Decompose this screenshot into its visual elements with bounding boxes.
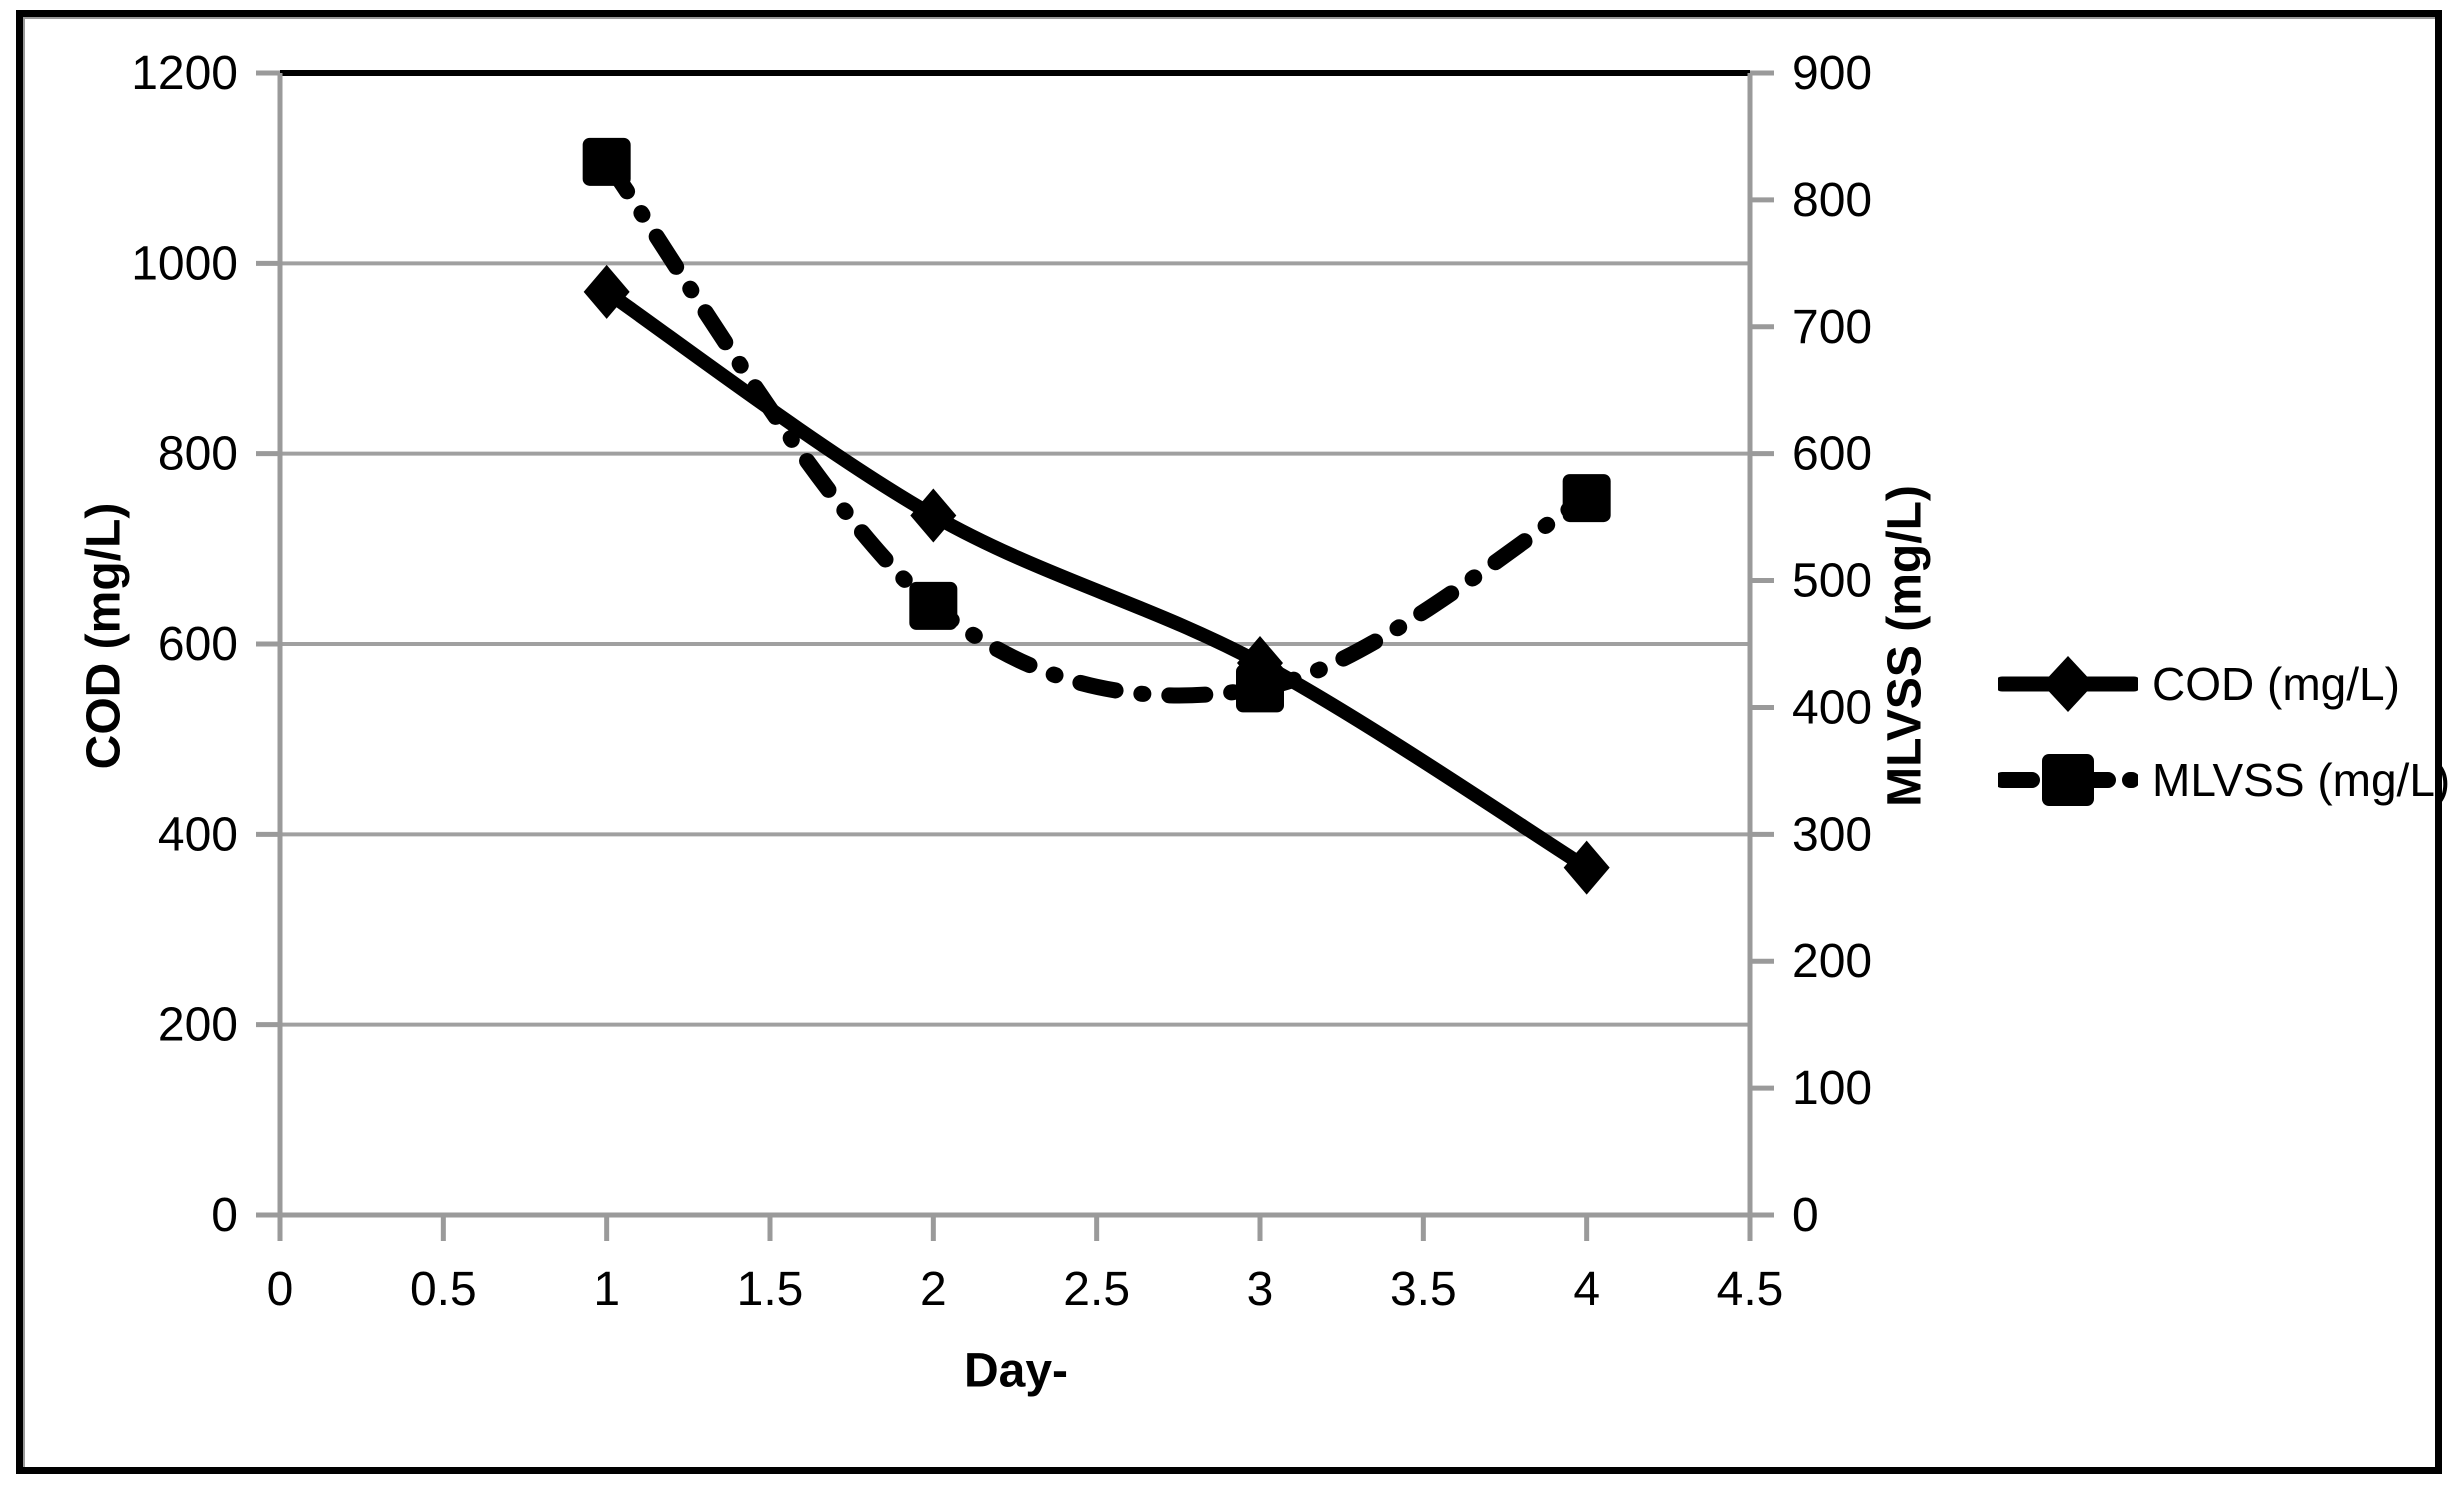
left-tick-label: 400 [158, 808, 238, 861]
square-marker [1236, 664, 1284, 713]
x-axis-title: Day- [963, 1344, 1069, 1398]
diamond-marker [583, 264, 630, 319]
left-tick-label: 800 [158, 428, 238, 481]
diamond-marker [910, 488, 957, 543]
left-axis-title: COD (mg/L) [77, 502, 131, 770]
x-tick-label: 4.5 [1717, 1263, 1784, 1316]
right-tick-label: 500 [1792, 555, 1872, 608]
legend-item-cod: COD (mg/L) [1998, 648, 2450, 720]
left-tick-label: 0 [211, 1189, 238, 1242]
legend: COD (mg/L) MLVSS (mg/L) [1998, 648, 2450, 816]
x-tick-label: 3.5 [1390, 1263, 1457, 1316]
right-tick-label: 600 [1792, 428, 1872, 481]
x-tick-label: 2.5 [1063, 1263, 1130, 1316]
diamond-marker [1563, 840, 1610, 895]
x-tick-label: 0 [267, 1263, 294, 1316]
right-tick-label: 900 [1792, 47, 1872, 100]
figure-border [16, 10, 2442, 1474]
x-tick-label: 0.5 [410, 1263, 477, 1316]
series-line-0 [599, 284, 1594, 875]
right-tick-label: 0 [1792, 1189, 1819, 1242]
x-tick-label: 1.5 [737, 1263, 804, 1316]
x-tick-label: 4 [1573, 1263, 1600, 1316]
right-tick-label: 100 [1792, 1062, 1872, 1115]
right-axis-title: MLVSS (mg/L) [1878, 485, 1932, 807]
x-tick-label: 2 [920, 1263, 947, 1316]
right-tick-label: 200 [1792, 935, 1872, 988]
square-marker [1562, 474, 1611, 523]
right-tick-label: 400 [1792, 681, 1872, 734]
left-tick-label: 1000 [131, 237, 238, 290]
right-tick-label: 300 [1792, 808, 1872, 861]
left-tick-label: 1200 [131, 47, 238, 100]
left-tick-label: 200 [158, 999, 238, 1052]
legend-label-cod: COD (mg/L) [2152, 658, 2400, 710]
series-line-1 [598, 153, 1595, 704]
legend-label-mlvss: MLVSS (mg/L) [2152, 754, 2451, 806]
left-tick-label: 600 [158, 618, 238, 671]
x-tick-label: 1 [593, 1263, 620, 1316]
legend-item-mlvss: MLVSS (mg/L) [1998, 744, 2450, 816]
square-marker [909, 581, 958, 630]
mlvss-line-square-icon [1998, 754, 2138, 806]
square-marker [582, 137, 631, 186]
right-tick-label: 800 [1792, 174, 1872, 227]
x-tick-label: 3 [1247, 1263, 1274, 1316]
right-tick-label: 700 [1792, 301, 1872, 354]
cod-line-diamond-icon [1998, 656, 2138, 712]
